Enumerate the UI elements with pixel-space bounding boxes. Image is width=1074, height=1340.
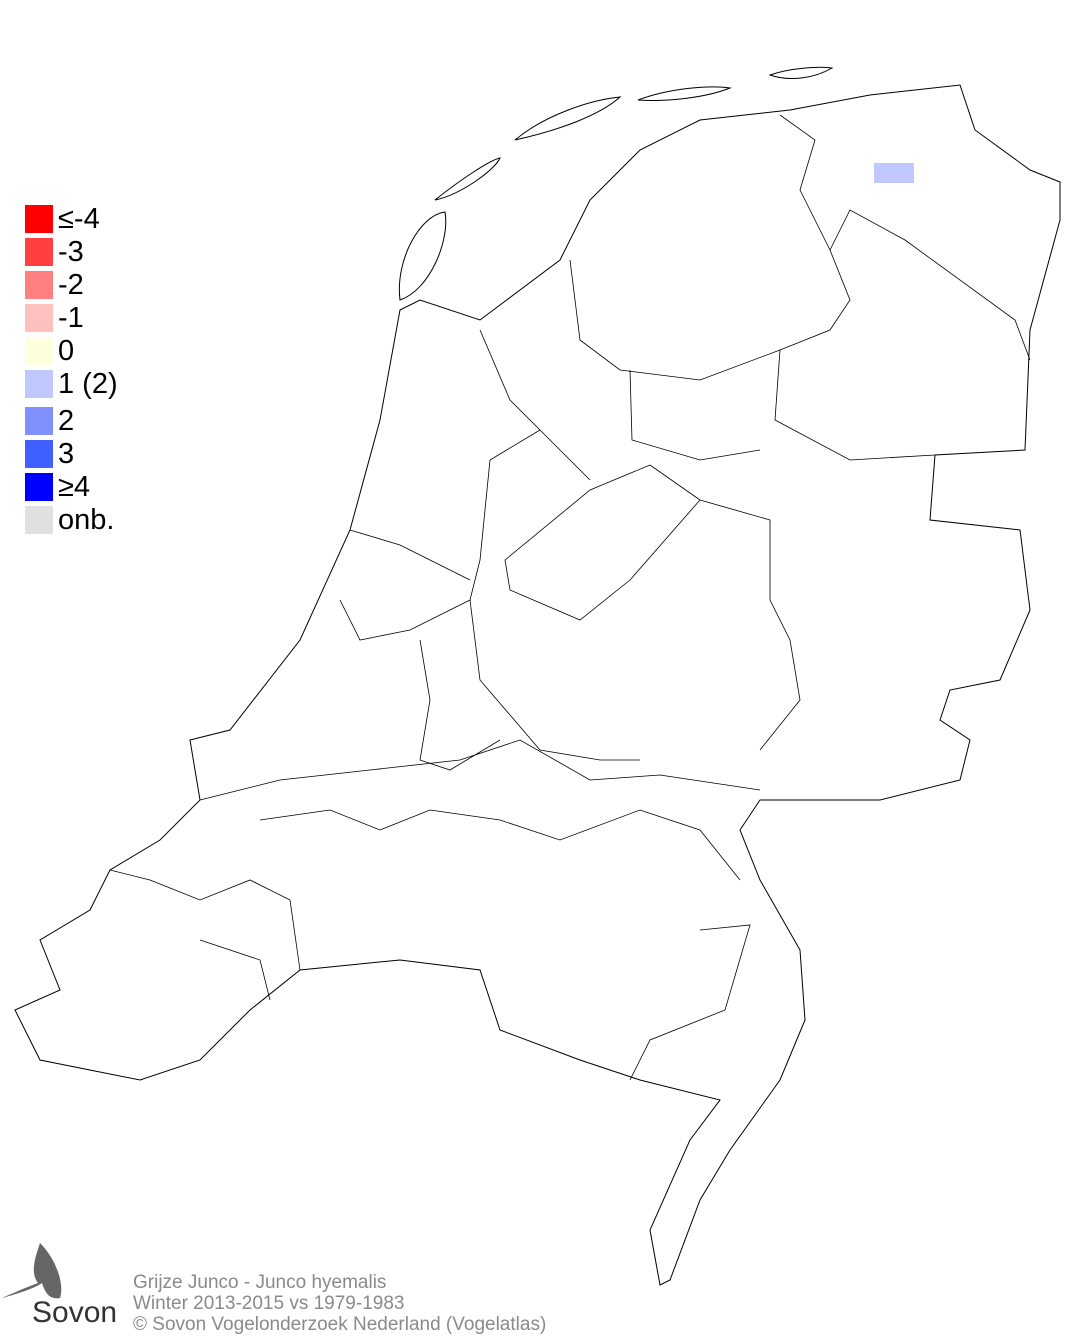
legend-swatch bbox=[25, 440, 53, 468]
legend-item: -3 bbox=[25, 236, 165, 268]
legend-swatch bbox=[25, 506, 53, 534]
legend-swatch bbox=[25, 370, 53, 398]
legend-label: 2 bbox=[58, 405, 75, 437]
legend-item: ≤-4 bbox=[25, 203, 165, 235]
legend-item: 2 bbox=[25, 405, 165, 437]
legend-label: 1 (2) bbox=[58, 368, 118, 400]
legend-label: -3 bbox=[58, 236, 84, 268]
island-terschelling bbox=[514, 96, 622, 141]
legend-swatch bbox=[25, 407, 53, 435]
province-borders bbox=[109, 114, 1031, 1081]
legend-swatch bbox=[25, 337, 53, 365]
legend-item: onb. bbox=[25, 504, 165, 536]
legend-item: -2 bbox=[25, 269, 165, 301]
legend-swatch bbox=[25, 473, 53, 501]
period: Winter 2013-2015 vs 1979-1983 bbox=[133, 1293, 405, 1314]
sovon-logo-swallow-icon bbox=[2, 1243, 62, 1299]
legend-label: -1 bbox=[58, 302, 84, 334]
legend-item: -1 bbox=[25, 302, 165, 334]
map-cell bbox=[874, 163, 914, 183]
map-caption: Grijze Junco - Junco hyemalis Winter 201… bbox=[133, 1272, 546, 1335]
legend-label: 0 bbox=[58, 335, 75, 367]
legend-label: ≥4 bbox=[58, 471, 91, 503]
island-texel bbox=[398, 211, 447, 301]
legend-item: 1 (2) bbox=[25, 368, 165, 400]
logo-text: Sovon bbox=[32, 1296, 118, 1329]
copyright: © Sovon Vogelonderzoek Nederland (Vogela… bbox=[133, 1314, 547, 1335]
species-name: Grijze Junco - Junco hyemalis bbox=[133, 1272, 387, 1293]
island-schiermonnikoog bbox=[768, 66, 834, 80]
legend-label: ≤-4 bbox=[58, 203, 100, 235]
island-vlieland bbox=[434, 157, 501, 201]
legend-item: 0 bbox=[25, 335, 165, 367]
island-ameland bbox=[637, 86, 732, 101]
country-outline bbox=[14, 84, 1061, 1286]
legend-item: ≥4 bbox=[25, 471, 165, 503]
legend-swatch bbox=[25, 304, 53, 332]
legend-label: 3 bbox=[58, 438, 75, 470]
legend-item: 3 bbox=[25, 438, 165, 470]
legend-label: -2 bbox=[58, 269, 84, 301]
legend-swatch bbox=[25, 238, 53, 266]
legend-swatch bbox=[25, 205, 53, 233]
legend-swatch bbox=[25, 271, 53, 299]
legend-label: onb. bbox=[58, 504, 115, 536]
